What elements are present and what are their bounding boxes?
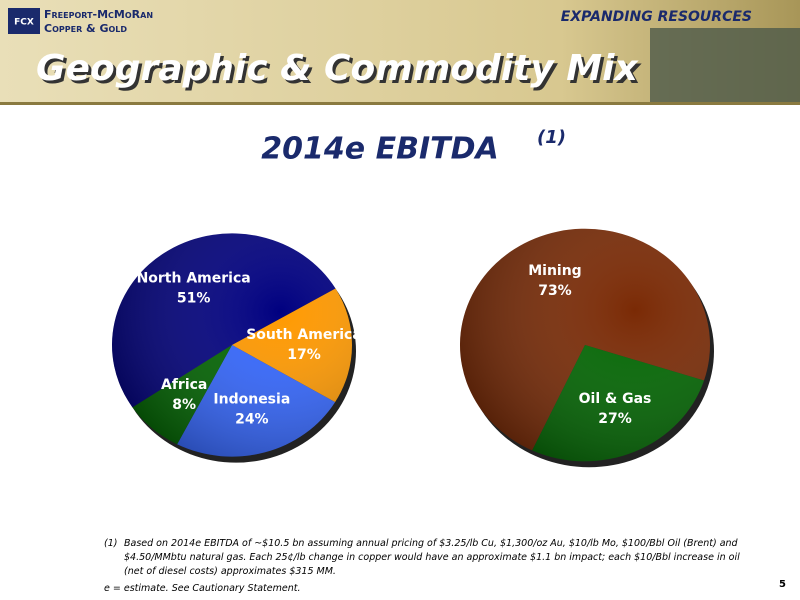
slice-label: Oil & Gas [579,391,652,407]
logo-line: Freeport-McMoRan [44,8,153,21]
footnote: e = estimate. See Cautionary Statement. [104,583,300,594]
header-photo [650,28,800,105]
subtitle-note: (1) [537,127,566,148]
title: Geographic & Commodity Mix [36,48,639,89]
footnote: Based on 2014e EBITDA of ~$10.5 bn assum… [124,538,739,549]
slice-label: South America [246,327,362,343]
slice-value: 73% [538,283,572,299]
slice-value: 24% [235,411,269,427]
header-rule [0,102,800,105]
pies: North America 51% South America 17% Indonesi… [112,228,714,468]
slice-label: Indonesia [213,391,290,407]
footnote: (net of diesel costs) approximates $315 … [124,566,336,577]
slice-value: 17% [287,347,321,363]
pie-shading [112,233,352,457]
page-number: 5 [779,579,786,590]
footnote-marker: (1) [104,538,117,549]
pie-shading [460,228,710,462]
logo-mark: FCX [14,18,34,28]
slice-value: 51% [177,290,211,306]
tagline: EXPANDING RESOURCES [561,9,752,25]
logo-line: Copper & Gold [44,22,127,35]
slice-value: 27% [598,411,632,427]
slice-label: Africa [161,377,207,393]
slice-value: 8% [172,397,196,413]
footnote: $4.50/MMbtu natural gas. Each 25¢/lb cha… [124,552,740,563]
subtitle: 2014e EBITDA [261,132,498,167]
logo-box [8,8,40,34]
slice-label: Mining [528,263,581,279]
title-shadow: Geographic & Commodity Mix [39,51,642,92]
slice-label: North America [137,270,251,286]
